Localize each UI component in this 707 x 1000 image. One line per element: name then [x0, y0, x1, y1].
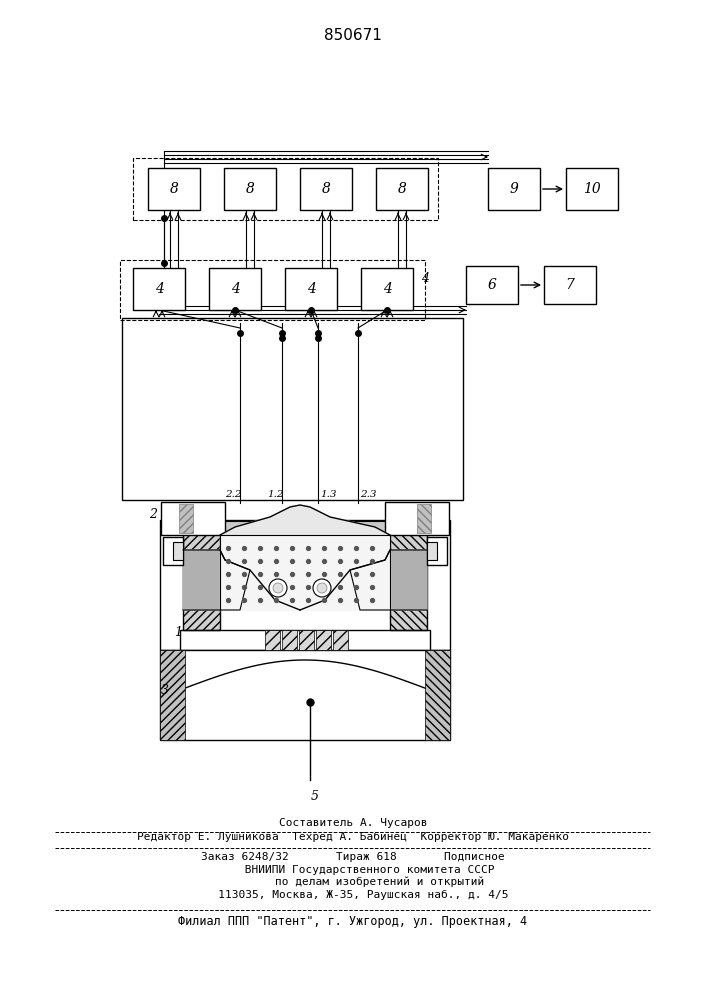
Bar	[300, 168, 352, 210]
Text: 3: 3	[161, 684, 169, 696]
Bar	[224, 168, 276, 210]
Bar	[183, 520, 220, 630]
Text: Редактор Е. Лушникова  Техред А. Бабинец  Корректор Ю. Макаренко: Редактор Е. Лушникова Техред А. Бабинец …	[137, 832, 569, 842]
Circle shape	[313, 579, 331, 597]
Text: 4: 4	[230, 282, 240, 296]
Bar	[316, 630, 331, 650]
Text: 4: 4	[307, 282, 315, 296]
Text: 5: 5	[311, 790, 319, 803]
Bar	[120, 260, 425, 320]
Bar	[417, 504, 431, 533]
Text: 6: 6	[488, 278, 496, 292]
Bar	[427, 542, 437, 560]
Text: 850671: 850671	[324, 27, 382, 42]
Bar	[160, 520, 450, 650]
Text: 7: 7	[566, 278, 574, 292]
Bar	[544, 266, 596, 304]
Circle shape	[269, 579, 287, 597]
Text: 1.2: 1.2	[267, 490, 284, 499]
Bar	[209, 268, 261, 310]
Bar	[133, 158, 438, 220]
Text: 113035, Москва, Ж-35, Раушская наб., д. 4/5: 113035, Москва, Ж-35, Раушская наб., д. …	[198, 890, 508, 900]
Polygon shape	[220, 505, 390, 535]
Text: Составитель А. Чусаров: Составитель А. Чусаров	[279, 818, 427, 828]
Bar	[148, 168, 200, 210]
Text: 8: 8	[245, 182, 255, 196]
Bar	[333, 630, 348, 650]
Bar	[488, 168, 540, 210]
Bar	[285, 268, 337, 310]
Text: Филиал ППП "Патент", г. Ужгород, ул. Проектная, 4: Филиал ППП "Патент", г. Ужгород, ул. Про…	[178, 916, 527, 928]
Text: по делам изобретений и открытий: по делам изобретений и открытий	[221, 877, 484, 887]
Polygon shape	[350, 550, 427, 610]
Polygon shape	[183, 550, 250, 610]
Bar	[160, 650, 450, 740]
Bar	[160, 650, 185, 740]
Circle shape	[317, 583, 327, 593]
Bar	[466, 266, 518, 304]
Bar	[179, 504, 193, 533]
Bar	[282, 630, 297, 650]
Bar	[376, 168, 428, 210]
Bar	[299, 630, 314, 650]
Bar	[183, 520, 220, 630]
Bar	[161, 502, 225, 535]
Text: 4: 4	[155, 282, 163, 296]
Bar	[427, 537, 447, 565]
Text: 2.2: 2.2	[226, 490, 242, 499]
Bar	[173, 542, 183, 560]
Bar	[180, 630, 430, 650]
Bar	[133, 268, 185, 310]
Text: 4: 4	[421, 271, 429, 284]
Bar	[122, 318, 463, 500]
Bar	[385, 502, 449, 535]
Text: 8: 8	[322, 182, 330, 196]
Text: 4: 4	[382, 282, 392, 296]
Text: 9: 9	[510, 182, 518, 196]
Bar	[220, 521, 390, 535]
Circle shape	[273, 583, 283, 593]
Bar	[425, 650, 450, 740]
Text: 2: 2	[149, 508, 157, 522]
Text: ВНИИПИ Государственного комитета СССР: ВНИИПИ Государственного комитета СССР	[211, 865, 495, 875]
Text: 8: 8	[170, 182, 178, 196]
Polygon shape	[220, 535, 390, 610]
Bar	[390, 520, 427, 630]
Bar	[163, 537, 183, 565]
Text: 2.3: 2.3	[360, 490, 377, 499]
Bar	[390, 520, 427, 630]
Text: 8: 8	[397, 182, 407, 196]
Text: 1.3: 1.3	[320, 490, 337, 499]
Text: 10: 10	[583, 182, 601, 196]
Bar	[361, 268, 413, 310]
Text: 1: 1	[174, 626, 182, 639]
Bar	[566, 168, 618, 210]
Bar	[265, 630, 280, 650]
Text: Заказ 6248/32       Тираж 618       Подписное: Заказ 6248/32 Тираж 618 Подписное	[201, 852, 505, 862]
